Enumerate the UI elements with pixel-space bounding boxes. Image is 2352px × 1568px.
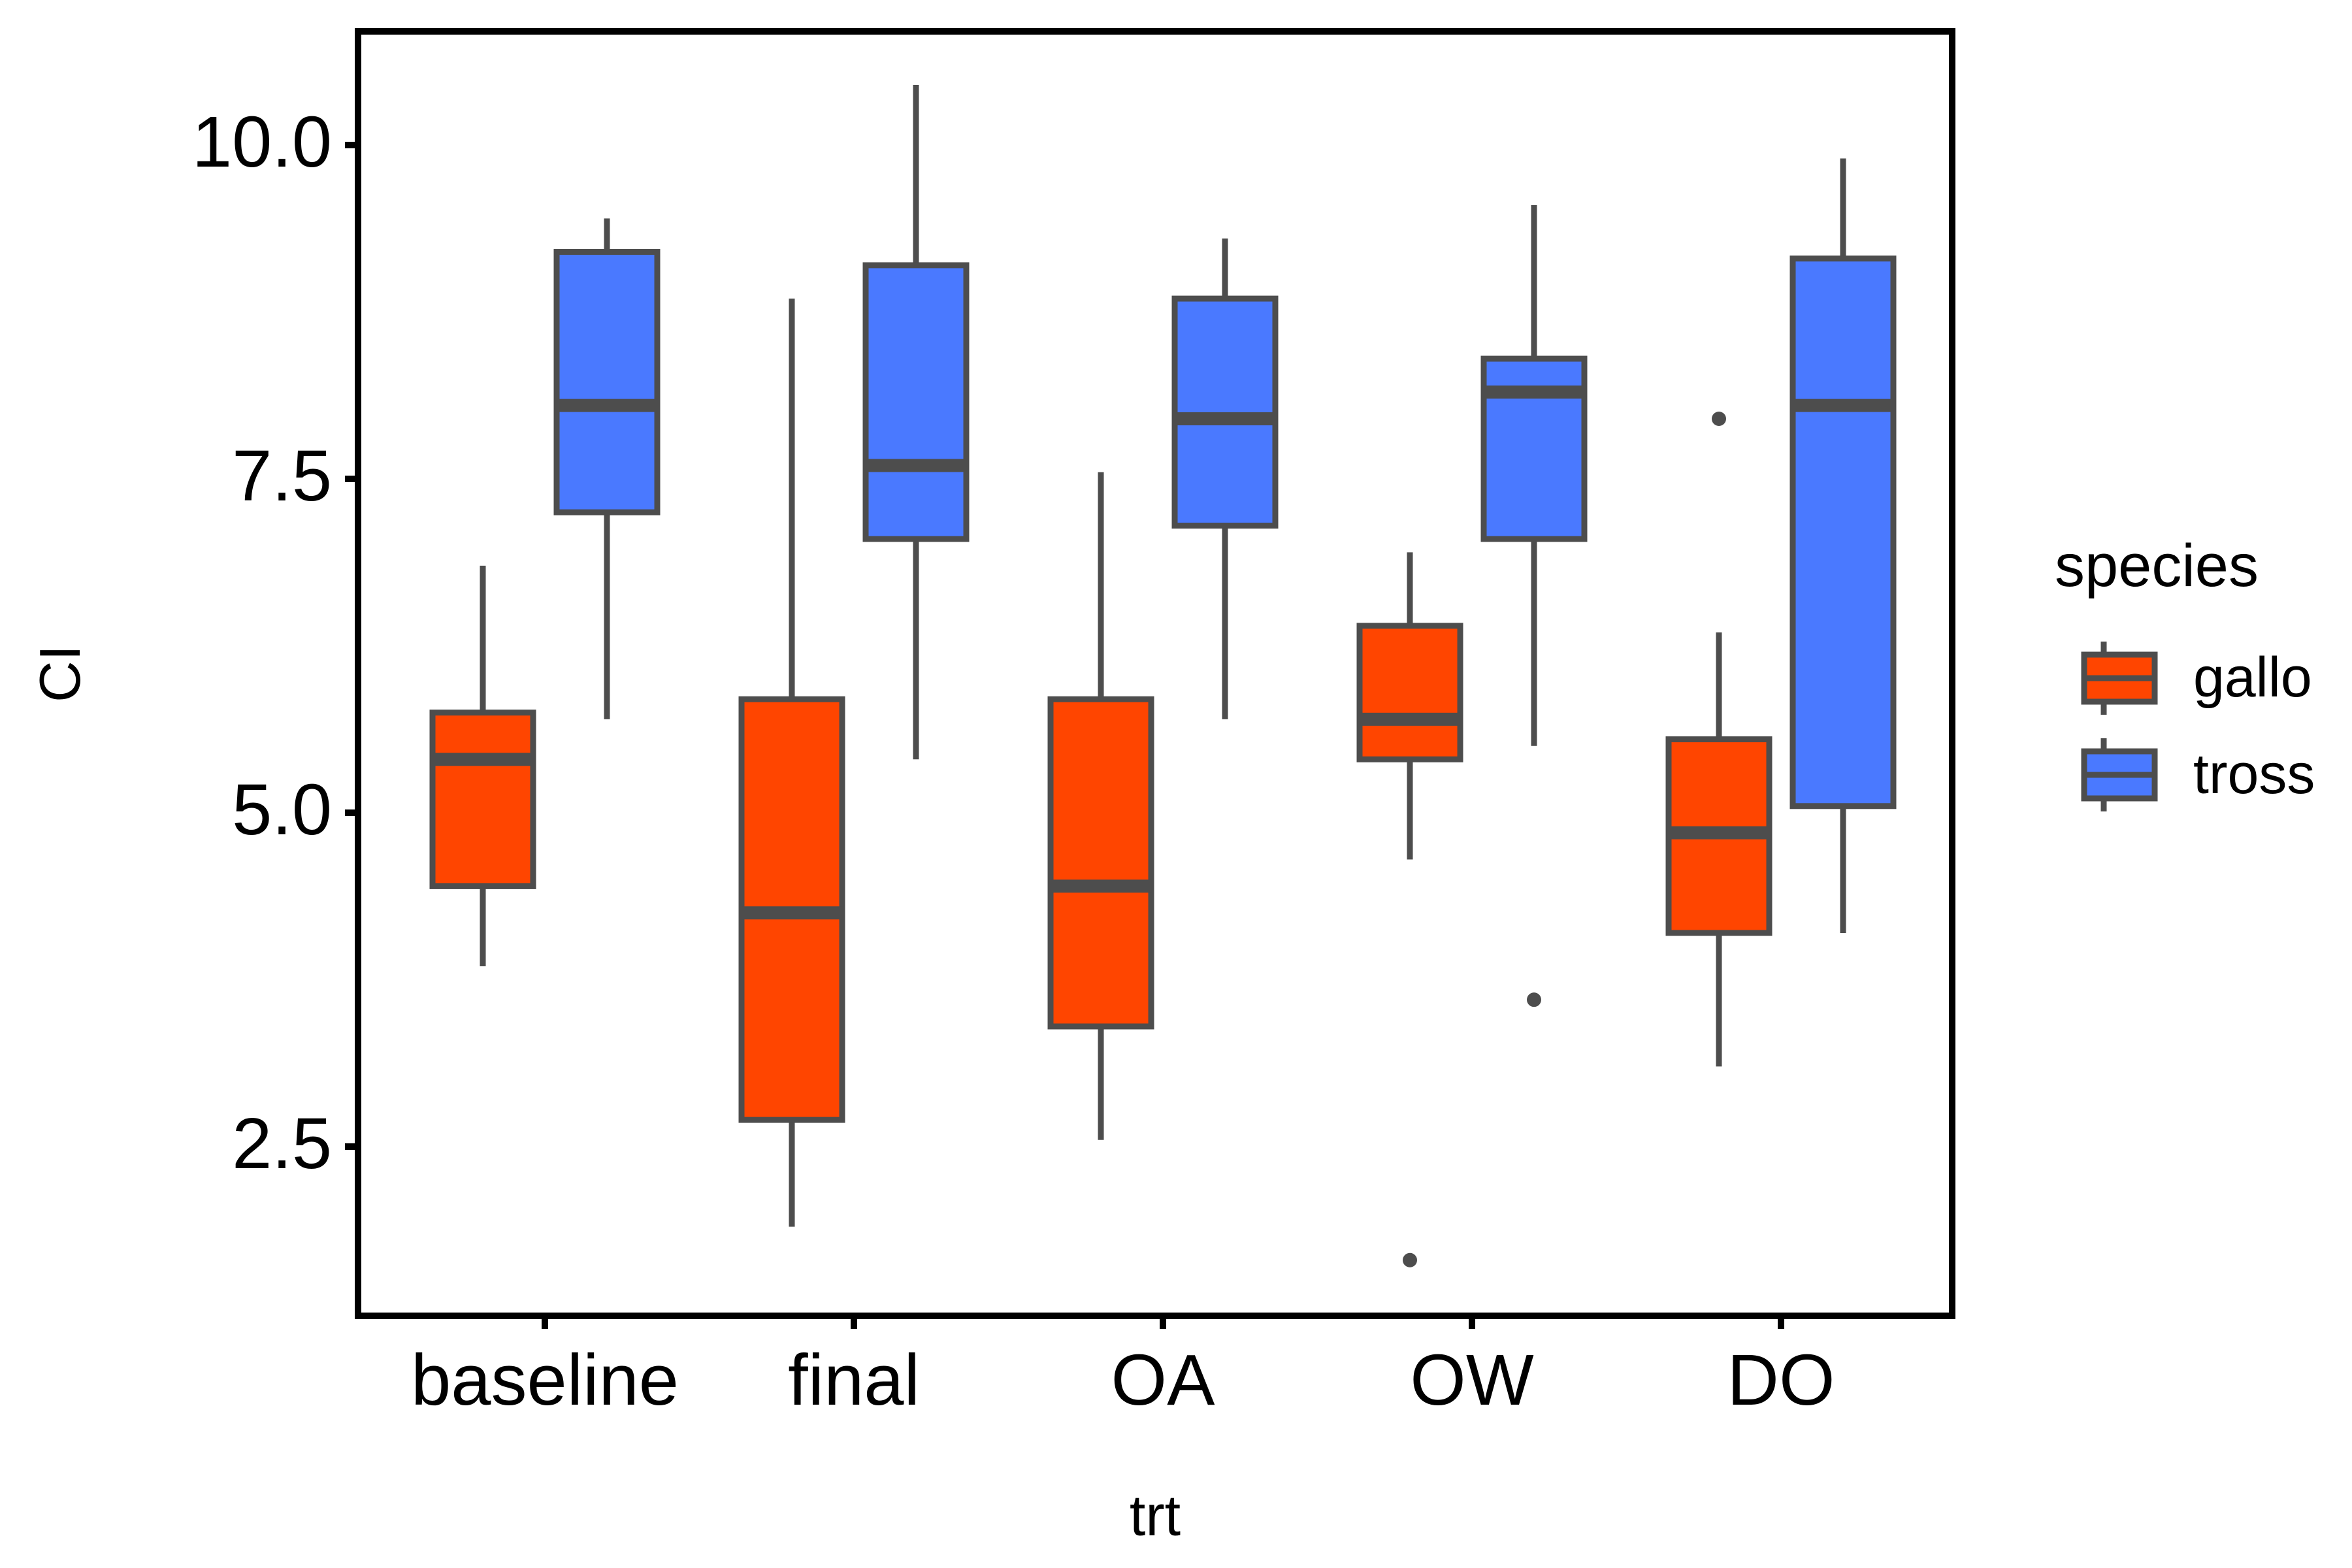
legend: species gallo tross <box>2055 532 2315 811</box>
legend-key-tross <box>2081 738 2158 811</box>
x-tick-label: final <box>788 1340 920 1420</box>
outlier-point <box>1403 1252 1417 1267</box>
y-tick-label: 7.5 <box>232 436 332 516</box>
legend-title: species <box>2055 532 2259 599</box>
y-tick-label: 5.0 <box>232 770 332 850</box>
box-layer <box>429 85 1897 1267</box>
box-tross-baseline <box>553 218 661 719</box>
box-iqr <box>1356 623 1463 762</box>
legend-label: gallo <box>2193 646 2312 709</box>
x-axis-title: trt <box>1130 1483 1181 1548</box>
box-iqr <box>862 262 970 542</box>
x-tick-label: baseline <box>411 1340 679 1420</box>
outlier-point <box>1527 992 1541 1007</box>
box-iqr <box>1789 255 1897 809</box>
x-tick-label: DO <box>1727 1340 1835 1420</box>
x-tick-label: OW <box>1410 1340 1534 1420</box>
y-tick-label: 2.5 <box>232 1103 332 1184</box>
y-tick-label: 10.0 <box>192 102 332 182</box>
x-tick-label: OA <box>1111 1340 1216 1420</box>
box-iqr <box>429 710 536 889</box>
box-gallo-OW <box>1356 552 1463 1267</box>
outlier-point <box>1712 412 1726 427</box>
box-iqr <box>553 249 661 515</box>
y-axis-title: CI <box>27 645 92 702</box>
box-tross-OA <box>1171 238 1279 719</box>
box-tross-OW <box>1480 204 1588 1007</box>
box-gallo-OA <box>1047 472 1154 1140</box>
box-gallo-DO <box>1665 412 1772 1067</box>
box-gallo-final <box>738 299 845 1227</box>
y-axis: 2.5 5.0 7.5 10.0 <box>192 102 358 1184</box>
box-iqr <box>1047 696 1154 1030</box>
box-gallo-baseline <box>429 565 536 967</box>
x-axis: baseline final OA OW DO <box>411 1316 1835 1420</box>
legend-label: tross <box>2193 743 2315 806</box>
box-iqr <box>1171 295 1279 529</box>
box-tross-DO <box>1789 158 1897 933</box>
legend-key-gallo <box>2081 642 2158 715</box>
box-tross-final <box>862 85 970 760</box>
plot-panel <box>355 28 1955 1319</box>
